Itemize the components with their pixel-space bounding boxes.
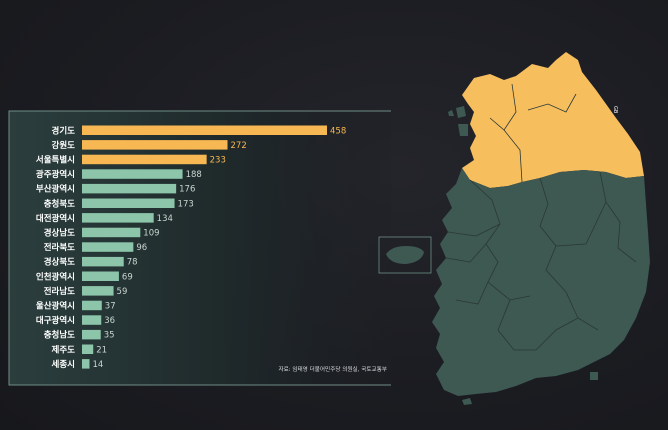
value-label: 458 — [330, 126, 346, 136]
value-label: 272 — [231, 141, 247, 151]
bar — [82, 125, 327, 135]
bar — [82, 213, 154, 223]
value-label: 233 — [210, 155, 226, 165]
category-label: 경상북도 — [44, 257, 75, 268]
category-label: 충청북도 — [44, 198, 75, 209]
value-label: 69 — [122, 272, 133, 282]
value-label: 78 — [127, 258, 138, 268]
bar — [82, 359, 90, 369]
jeju-inset-frame — [378, 236, 432, 274]
category-label: 충청남도 — [44, 330, 75, 341]
source-note: 자료: 임태영 더불어민주당 의원실, 국토교통부 — [278, 365, 387, 373]
category-label: 광주광역시 — [36, 169, 75, 180]
map-borders — [445, 83, 637, 351]
bar — [82, 256, 124, 267]
jeju-island — [386, 246, 424, 264]
korea-map: GB — [378, 52, 650, 405]
bar — [82, 344, 94, 354]
bar — [82, 286, 114, 296]
value-label: 176 — [179, 185, 195, 195]
bar — [82, 154, 207, 165]
category-label: 대전광역시 — [36, 213, 75, 224]
value-label: 14 — [92, 360, 103, 370]
bar — [82, 242, 134, 252]
value-label: 36 — [104, 316, 115, 326]
value-label: 59 — [117, 287, 128, 297]
bar — [82, 271, 119, 281]
category-label: 울산광역시 — [36, 300, 75, 311]
bar — [82, 300, 102, 311]
value-label: 35 — [104, 331, 115, 341]
value-label: 188 — [186, 170, 202, 180]
category-label: 서울특별시 — [36, 154, 75, 165]
map-south-region — [432, 168, 650, 396]
map-badge: GB — [612, 106, 618, 114]
category-label: 대구광역시 — [36, 315, 75, 326]
bar — [82, 227, 141, 238]
value-label: 96 — [136, 243, 147, 253]
category-label: 경상남도 — [44, 227, 75, 238]
bar — [82, 315, 102, 325]
category-label: 제주도 — [52, 344, 76, 355]
category-label: 세종시 — [52, 359, 75, 370]
category-label: 인천광역시 — [36, 271, 75, 282]
category-label: 강원도 — [52, 140, 76, 151]
bar-series: 경기도 458 강원도 272 서울특별시 233 광주광역시 188 부산광역시 176 충청북도… — [36, 125, 346, 370]
bar — [82, 198, 175, 208]
category-label: 부산광역시 — [36, 184, 75, 195]
value-label: 37 — [105, 301, 116, 311]
bar — [82, 329, 101, 340]
category-label: 전라남도 — [44, 286, 75, 297]
category-label: 전라북도 — [44, 242, 75, 253]
category-label: 경기도 — [52, 125, 76, 136]
value-label: 109 — [143, 228, 159, 238]
bar — [82, 183, 177, 194]
chart-panel-border — [8, 110, 391, 386]
value-label: 134 — [157, 214, 173, 224]
map-north-region — [462, 52, 644, 188]
bar — [82, 169, 183, 179]
bar — [82, 140, 228, 150]
value-label: 21 — [96, 345, 107, 355]
value-label: 173 — [178, 199, 194, 209]
